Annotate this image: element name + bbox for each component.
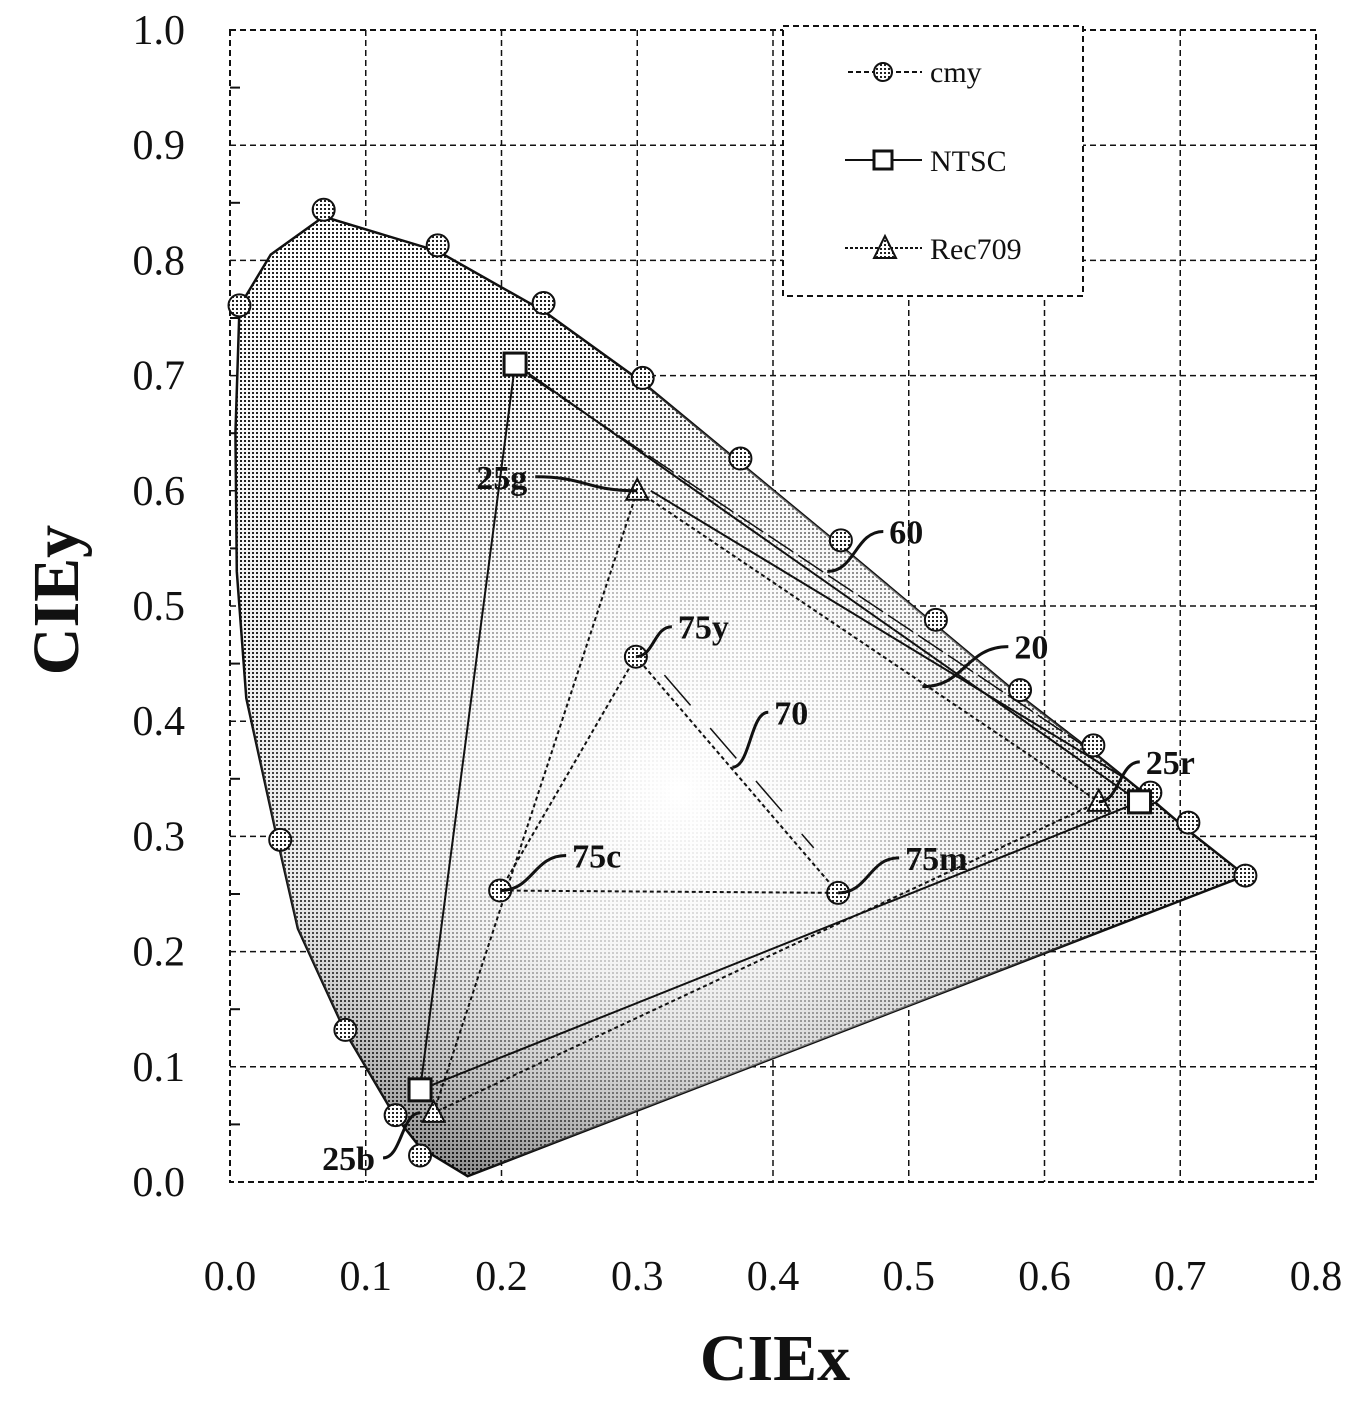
annotations: 25g 60 20 75y 70 25r 75c 75m 25b (322, 460, 1195, 1178)
y-tick-label: 0.7 (133, 354, 186, 400)
cmy-point (268, 827, 293, 852)
annotation-leader (500, 854, 567, 893)
line-60 (528, 374, 1100, 757)
annotation-label: 60 (889, 514, 923, 551)
x-tick-label: 0.1 (340, 1254, 393, 1300)
cmy-point (425, 233, 450, 258)
cmy-point (630, 365, 655, 390)
line-70 (663, 674, 815, 849)
rec709-triangle (431, 489, 1101, 1115)
cmy-point (531, 291, 556, 316)
NTSC-point (407, 1077, 433, 1103)
x-tick-label: 0.3 (611, 1254, 664, 1300)
gamut-lines (418, 362, 1142, 1115)
x-tick-label: 0.0 (204, 1254, 257, 1300)
legend-cmy-label: cmy (930, 56, 982, 89)
annotation-label: 75c (572, 839, 621, 876)
legend-cmy-marker (873, 62, 893, 82)
NTSC-point (502, 351, 528, 377)
cmy-point (923, 607, 948, 632)
y-tick-label: 0.3 (133, 814, 186, 860)
annotation-leader (827, 529, 884, 573)
annotation-label: 20 (1014, 630, 1048, 667)
annotation-label: 25b (322, 1141, 375, 1178)
locus-highlight (235, 216, 1246, 1177)
y-tick-label: 0.6 (133, 469, 186, 515)
y-tick-label: 0.5 (133, 584, 186, 630)
y-tick-label: 0.9 (133, 123, 186, 169)
cmy-point (828, 528, 853, 553)
x-axis-label: CIEx (700, 1322, 850, 1395)
annotation-leader (838, 856, 900, 895)
cmy-point (311, 197, 336, 222)
y-tick-label: 0.2 (133, 930, 186, 976)
legend-box (782, 25, 1084, 297)
legend-ntsc-marker (872, 149, 894, 171)
ntsc-triangle (418, 362, 1142, 1092)
cmy-point (1081, 733, 1106, 758)
annotation-leader (1098, 760, 1141, 804)
tick-labels: 0.0 0.1 0.2 0.3 0.4 0.5 0.6 0.7 0.8 0.0 0.1 0.2 0.3 0… (133, 8, 1343, 1300)
annotation-leader (382, 1111, 421, 1160)
spectral-locus (234, 215, 1248, 1178)
x-tick-label: 0.8 (1290, 1254, 1343, 1300)
legend-rec709-marker (872, 233, 898, 259)
legend-rec709-label: Rec709 (930, 233, 1022, 266)
annotation-label: 75y (678, 610, 729, 647)
annotation-leader (635, 625, 673, 659)
annotation-leader (922, 645, 1009, 689)
legend: cmy NTSC Rec709 (782, 25, 1084, 297)
Rec709-point (420, 1098, 447, 1123)
cmy-triangle (498, 654, 841, 894)
annotation-label: 75m (905, 841, 967, 878)
annotation-leader (535, 475, 638, 493)
x-tick-label: 0.6 (1018, 1254, 1071, 1300)
x-tick-label: 0.2 (475, 1254, 528, 1300)
y-tick-label: 0.8 (133, 238, 186, 284)
cmy-point (1008, 678, 1033, 703)
cmy-point (728, 446, 753, 471)
x-tick-label: 0.4 (747, 1254, 800, 1300)
y-tick-label: 1.0 (133, 8, 186, 54)
legend-ntsc-label: NTSC (930, 145, 1007, 178)
y-tick-label: 0.4 (133, 699, 186, 745)
markers (227, 197, 1258, 1168)
x-tick-label: 0.5 (883, 1254, 936, 1300)
cmy-point (383, 1103, 408, 1128)
cmy-point (408, 1143, 433, 1168)
y-tick-label: 0.0 (133, 1160, 186, 1206)
cmy-point (1233, 863, 1258, 888)
line-20 (650, 489, 1127, 780)
annotation-label: 25g (476, 460, 527, 497)
x-tick-label: 0.7 (1154, 1254, 1207, 1300)
NTSC-point (1127, 789, 1153, 815)
cmy-point (1176, 810, 1201, 835)
cmy-point (227, 293, 252, 318)
annotation-leader (731, 710, 769, 769)
annotation-label: 25r (1146, 745, 1195, 782)
annotation-label: 70 (774, 695, 808, 732)
y-axis-label: CIEy (20, 525, 93, 675)
y-tick-label: 0.1 (133, 1045, 186, 1091)
cmy-point (333, 1017, 358, 1042)
